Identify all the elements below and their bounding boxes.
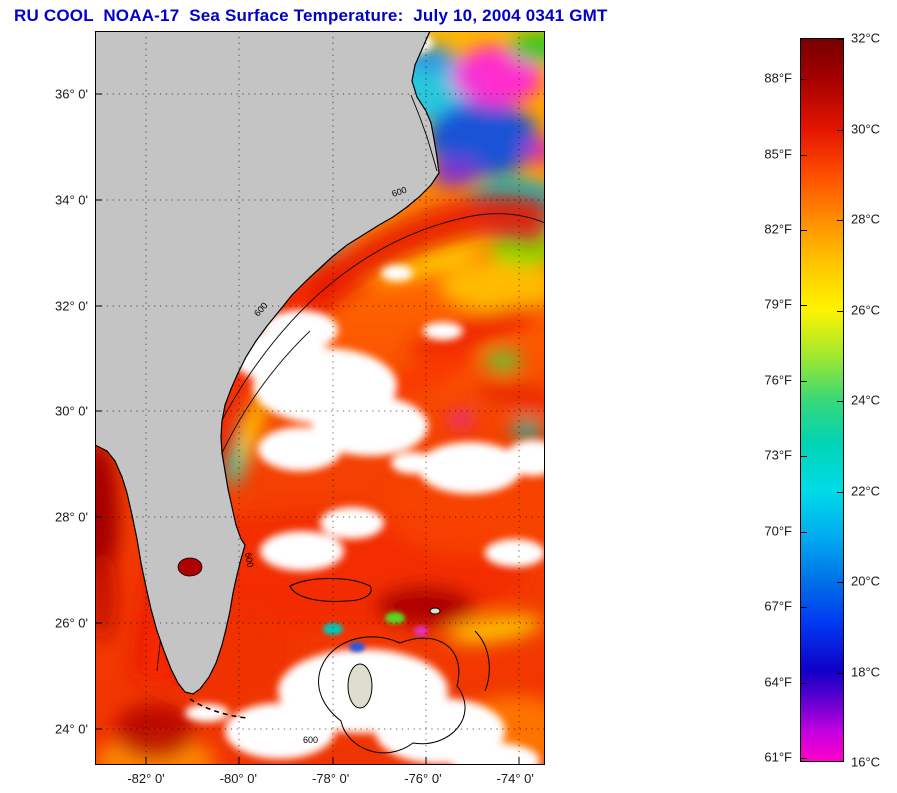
contour-label: 600	[303, 735, 318, 745]
colorbar-tick	[801, 305, 807, 307]
colorbar-tick	[837, 672, 843, 674]
axis-ticks	[95, 93, 520, 765]
colorbar-tick	[801, 682, 807, 684]
lat-tick-label: 28° 0'	[55, 509, 88, 525]
page-title: RU COOL NOAA-17 Sea Surface Temperature:…	[14, 6, 608, 25]
map-frame	[95, 31, 545, 765]
colorbar-tick	[837, 582, 843, 583]
contour-label: 600	[391, 185, 408, 199]
colorbar-celsius-label: 22°C	[851, 483, 881, 498]
temperature-colorbar	[800, 38, 844, 762]
colorbar-tick	[837, 761, 843, 762]
colorbar-celsius-label: 16°C	[851, 754, 881, 770]
lon-tick-label: -78° 0'	[311, 771, 350, 786]
lon-tick-label: -80° 0'	[219, 771, 257, 786]
colorbar-celsius-label: 26°C	[851, 302, 881, 317]
lon-tick-label: -82° 0'	[127, 771, 165, 786]
colorbar-tick	[837, 220, 843, 221]
pamlico-sound-line	[410, 94, 438, 172]
colorbar-tick	[837, 129, 843, 131]
colorbar-tick	[801, 531, 807, 533]
colorbar-tick	[801, 79, 807, 81]
lat-tick-label: 26° 0'	[55, 615, 88, 631]
colorbar-fahrenheit-label: 82°F	[764, 221, 792, 237]
colorbar-celsius-label: 20°C	[851, 573, 881, 589]
sst-speckles	[323, 612, 428, 652]
colorbar-fahrenheit-label: 85°F	[764, 146, 792, 162]
lat-tick-label: 36° 0'	[55, 86, 88, 102]
colorbar-celsius-label: 28°C	[851, 211, 881, 227]
colorbar-fahrenheit-label: 88°F	[764, 70, 792, 86]
colorbar-fahrenheit-label: 73°F	[764, 447, 792, 463]
colorbar-tick	[837, 39, 843, 40]
sst-map-image: 600 600 600 600	[95, 31, 545, 765]
colorbar-tick	[837, 491, 843, 493]
graticule	[95, 31, 545, 765]
lat-tick-label: 34° 0'	[55, 192, 88, 208]
colorbar-celsius-label: 18°C	[851, 664, 881, 679]
contour-label: 600	[243, 552, 255, 569]
lat-tick-label: 30° 0'	[55, 403, 88, 419]
colorbar-celsius-label: 32°C	[851, 30, 881, 46]
lon-tick-label: -76° 0'	[404, 771, 442, 786]
colorbar-tick	[801, 380, 807, 382]
colorbar-fahrenheit-label: 76°F	[764, 372, 792, 388]
land-mass	[95, 31, 440, 695]
florida-keys	[189, 698, 248, 719]
colorbar-tick	[801, 757, 807, 759]
bahamas-outlines	[289, 578, 490, 754]
colorbar-tick	[801, 456, 807, 458]
colorbar-tick	[801, 230, 807, 232]
colorbar-fahrenheit-label: 64°F	[764, 674, 792, 690]
colorbar-tick	[837, 310, 843, 312]
colorbar-tick	[801, 154, 807, 156]
colorbar-fahrenheit-label: 61°F	[764, 749, 792, 765]
colorbar-tick	[801, 607, 807, 609]
lake-okeechobee	[177, 557, 203, 577]
colorbar-fahrenheit-label: 79°F	[764, 296, 792, 312]
colorbar-fahrenheit-label: 67°F	[764, 598, 792, 614]
lon-tick-label: -74° 0'	[496, 771, 534, 786]
lat-tick-label: 24° 0'	[55, 721, 88, 737]
colorbar-tick	[837, 401, 843, 402]
colorbar-fahrenheit-label: 70°F	[764, 523, 792, 539]
colorbar-celsius-label: 30°C	[851, 121, 881, 136]
lat-tick-label: 32° 0'	[55, 298, 88, 314]
colorbar-celsius-label: 24°C	[851, 392, 881, 408]
